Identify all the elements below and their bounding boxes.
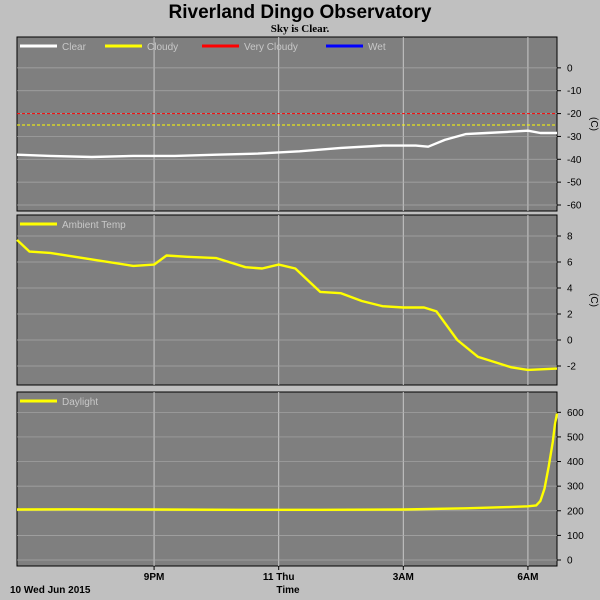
y-tick-label: -60 — [567, 201, 582, 212]
y-tick-label: 4 — [567, 284, 573, 295]
y-tick-label: -40 — [567, 155, 582, 166]
y-tick-label: 300 — [567, 482, 584, 493]
x-tick-label: 9PM — [144, 572, 165, 583]
y-tick-label: -50 — [567, 178, 582, 189]
chart-subtitle: Sky is Clear. — [271, 23, 330, 35]
y-tick-label: -20 — [567, 109, 582, 120]
chart-title: Riverland Dingo Observatory — [169, 2, 432, 23]
y-axis-unit: (C) — [588, 117, 599, 131]
legend-label: Very Cloudy — [244, 42, 298, 53]
x-axis-label: Time — [276, 585, 300, 596]
series-line-daylight — [16, 413, 559, 511]
y-tick-label: 600 — [567, 408, 584, 419]
y-tick-label: 200 — [567, 506, 584, 517]
legend-label: Ambient Temp — [62, 220, 126, 231]
series-line-clear — [16, 129, 557, 159]
legend-label: Wet — [368, 42, 386, 53]
y-tick-label: 8 — [567, 232, 573, 243]
x-tick-label: 6AM — [517, 572, 538, 583]
y-tick-label: 0 — [567, 336, 573, 347]
y-tick-label: 400 — [567, 457, 584, 468]
legend-label: Cloudy — [147, 42, 178, 53]
y-tick-label: 100 — [567, 531, 584, 542]
y-tick-label: 6 — [567, 258, 573, 269]
y-tick-label: 2 — [567, 310, 573, 321]
panel-1: 0 -10 -20 -30 -40 -50 -60 (C) Clear Cloudy Very Cl… — [16, 36, 599, 212]
y-tick-label: 0 — [567, 63, 573, 74]
panel-2: 8 6 4 2 0 -2 (C) Ambient Temp — [16, 214, 599, 386]
y-tick-label: -10 — [567, 86, 582, 97]
plot-area — [16, 36, 558, 212]
series-line-ambient-temp — [16, 239, 558, 372]
y-tick-label: -2 — [567, 362, 576, 373]
x-tick-label: 11 Thu — [263, 572, 295, 583]
y-tick-label: 0 — [567, 556, 573, 567]
y-tick-label: -30 — [567, 132, 582, 143]
y-tick-label: 500 — [567, 432, 584, 443]
plot-area — [16, 214, 558, 386]
panel-3: 600 500 400 300 200 100 0 Daylight — [16, 391, 584, 567]
x-tick-label: 3AM — [393, 572, 414, 583]
date-label: 10 Wed Jun 2015 — [10, 585, 91, 596]
legend-label: Clear — [62, 42, 87, 53]
y-axis-unit: (C) — [588, 293, 599, 307]
plot-area — [16, 391, 558, 567]
legend-label: Daylight — [62, 397, 98, 408]
